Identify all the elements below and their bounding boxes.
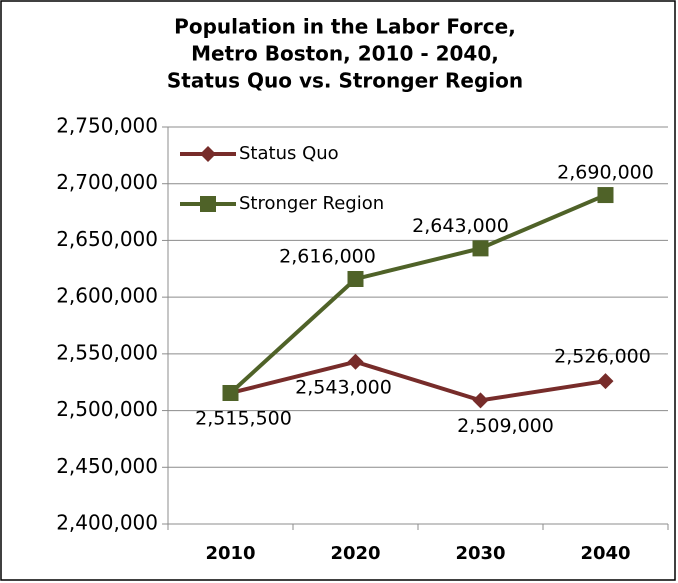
marker	[200, 196, 216, 212]
chart-title: Metro Boston, 2010 - 2040,	[191, 42, 499, 66]
marker	[222, 384, 239, 401]
marker	[472, 392, 489, 409]
data-label: 2,543,000	[295, 376, 392, 398]
line	[229, 193, 607, 395]
x-tick-label: 2040	[580, 543, 630, 564]
y-tick-label: 2,650,000	[56, 227, 158, 251]
legend-label: Stronger Region	[239, 193, 384, 214]
y-tick-label: 2,750,000	[56, 114, 158, 138]
data-label: 2,515,500	[195, 407, 292, 429]
y-tick-label: 2,450,000	[56, 454, 158, 478]
y-tick-label: 2,500,000	[56, 397, 158, 421]
marker	[347, 270, 364, 287]
marker	[200, 146, 216, 162]
chart-title: Population in the Labor Force,	[174, 15, 516, 39]
data-label: 2,526,000	[554, 346, 651, 368]
y-tick-label: 2,550,000	[56, 340, 158, 364]
data-label: 2,616,000	[279, 245, 376, 267]
y-tick-label: 2,400,000	[56, 511, 158, 535]
x-tick-label: 2030	[455, 543, 505, 564]
y-tick-label: 2,700,000	[56, 170, 158, 194]
legend-label: Status Quo	[239, 143, 339, 164]
data-label: 2,509,000	[457, 415, 554, 437]
marker	[597, 187, 614, 204]
marker	[597, 373, 614, 390]
data-label: 2,690,000	[557, 162, 654, 184]
chart-title: Status Quo vs. Stronger Region	[167, 69, 523, 93]
y-tick-label: 2,600,000	[56, 284, 158, 308]
line	[230, 359, 606, 403]
marker	[347, 353, 364, 370]
x-tick-label: 2020	[330, 543, 380, 564]
x-tick-label: 2010	[205, 543, 255, 564]
marker	[472, 240, 489, 257]
data-label: 2,643,000	[412, 215, 509, 237]
